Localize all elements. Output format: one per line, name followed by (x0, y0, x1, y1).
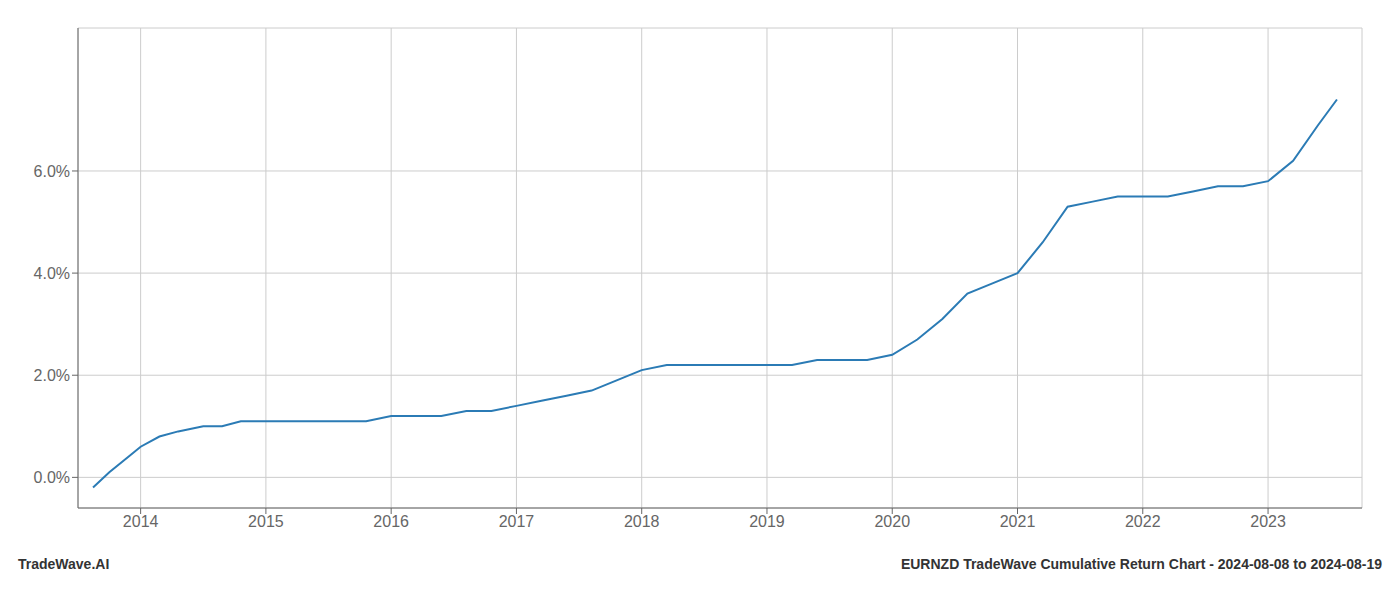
html-text:EURNZD TradeWave Cumulative Re: EURNZD TradeWave Cumulative Return Chart… (900, 556, 1382, 572)
svg-text:2018: 2018 (624, 513, 660, 530)
svg-text:2023: 2023 (1250, 513, 1286, 530)
svg-text:2014: 2014 (123, 513, 159, 530)
svg-text:2015: 2015 (248, 513, 284, 530)
svg-text:2022: 2022 (1125, 513, 1161, 530)
html-text:TradeWave.AI: TradeWave.AI (18, 556, 110, 572)
svg-text:2020: 2020 (874, 513, 910, 530)
svg-text:2.0%: 2.0% (34, 367, 70, 384)
svg-text:2016: 2016 (373, 513, 409, 530)
svg-text:4.0%: 4.0% (34, 265, 70, 282)
svg-text:2021: 2021 (1000, 513, 1036, 530)
svg-text:0.0%: 0.0% (34, 469, 70, 486)
svg-text:2017: 2017 (499, 513, 535, 530)
svg-text:6.0%: 6.0% (34, 163, 70, 180)
svg-text:2019: 2019 (749, 513, 785, 530)
